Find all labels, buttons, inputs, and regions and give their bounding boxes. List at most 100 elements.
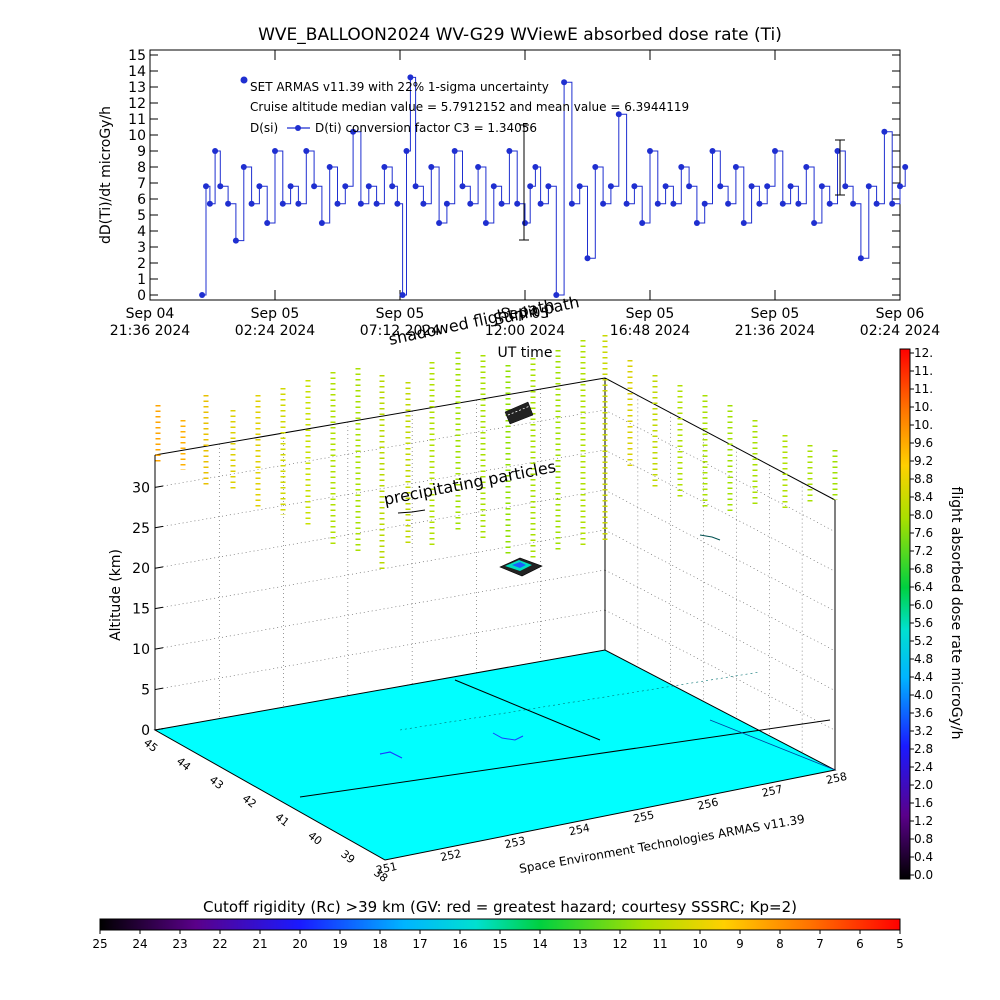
z-tick-label: 10 <box>132 642 150 658</box>
x-tick-label-date: Sep 05 <box>376 306 425 322</box>
x-tick-label-time: 21:36 2024 <box>110 323 191 339</box>
rigidity-colorbar-tick-label: 7 <box>816 937 824 951</box>
annotation-armas: SET ARMAS v11.39 with 22% 1-sigma uncert… <box>250 80 549 94</box>
data-point <box>272 148 278 154</box>
y-tick-label: 7 <box>137 176 146 192</box>
rigidity-colorbar-label: Cutoff rigidity (Rc) >39 km (GV: red = g… <box>203 898 797 916</box>
y-tick-label: 3 <box>137 240 146 256</box>
data-point <box>203 183 209 190</box>
y-tick-label: 2 <box>137 256 146 272</box>
z-tick-mark <box>154 606 164 610</box>
chart-title: WVE_BALLOON2024 WV-G29 WViewE absorbed d… <box>258 25 782 45</box>
dose-colorbar-tick-label: 3.2 <box>914 724 933 738</box>
data-point <box>561 79 568 86</box>
data-point <box>240 164 247 170</box>
dose-colorbar-tick-label: 9.6 <box>914 436 933 450</box>
data-point <box>881 128 888 135</box>
dose-colorbar-tick-label: 6.4 <box>914 580 933 594</box>
data-point <box>365 183 372 190</box>
z-tick-label: 5 <box>141 683 150 699</box>
data-point <box>428 164 435 170</box>
data-point <box>212 148 219 154</box>
y-tick-label: 8 <box>137 160 146 176</box>
data-point <box>857 255 864 262</box>
data-point <box>443 200 450 207</box>
data-point <box>865 183 872 190</box>
data-point <box>850 200 857 207</box>
data-point <box>482 220 489 226</box>
data-point <box>748 183 755 190</box>
z-tick-mark <box>154 485 164 488</box>
dose-colorbar-tick-label: 6.0 <box>914 598 933 612</box>
z-tick-mark <box>154 647 164 650</box>
dose-colorbar-tick-label: 10. <box>914 400 933 414</box>
right-marker <box>699 534 721 541</box>
data-point <box>725 200 732 207</box>
y-tick-label: 15 <box>128 48 146 64</box>
data-point <box>326 164 333 170</box>
annotation-dsi: D(si) <box>250 121 278 135</box>
z-axis-ticks: 0 5 10 15 20 25 30 <box>132 480 164 739</box>
data-point <box>897 183 903 190</box>
data-point <box>756 200 763 207</box>
data-point <box>693 220 700 226</box>
data-point <box>357 200 364 207</box>
rigidity-colorbar-tick-label: 25 <box>92 937 107 951</box>
dose-colorbar <box>899 348 911 880</box>
rigidity-colorbar-tick-label: 6 <box>856 937 864 951</box>
error-bar-right <box>835 139 845 196</box>
z-tick-mark <box>154 728 164 731</box>
data-point <box>279 200 286 207</box>
annotation-marker <box>240 76 248 84</box>
rigidity-colorbar-tick-label: 24 <box>132 937 147 951</box>
data-point <box>818 183 825 190</box>
x-tick-label-date: Sep 05 <box>251 306 300 322</box>
data-point <box>459 183 466 190</box>
longitude-tick-label: 256 <box>696 796 719 813</box>
rigidity-colorbar-tick-label: 8 <box>776 937 784 951</box>
data-point <box>295 200 302 207</box>
data-point <box>740 220 747 226</box>
longitude-tick-label: 258 <box>825 770 848 787</box>
y-tick-label: 6 <box>137 192 146 208</box>
longitude-tick-label: 253 <box>503 834 526 851</box>
grid-line-alt-right <box>604 569 836 691</box>
latitude-tick-label: 39 <box>338 848 357 867</box>
rigidity-colorbar-tick-label: 19 <box>332 937 347 951</box>
y-axis-label: dD(Ti)/dt microGy/h <box>98 106 114 244</box>
data-point <box>217 183 224 190</box>
floor-feature-2 <box>492 732 524 741</box>
x-tick-label-time: 21:36 2024 <box>735 323 816 339</box>
data-point <box>514 200 521 207</box>
data-point <box>436 220 443 226</box>
dose-colorbar-tick-label: 6.8 <box>914 562 933 576</box>
data-point <box>248 200 255 207</box>
grid-line-alt-left <box>154 529 606 609</box>
rigidity-colorbar-tick-label: 15 <box>492 937 507 951</box>
dose-colorbar-tick-label: 9.2 <box>914 454 933 468</box>
longitude-tick-label: 257 <box>761 783 784 800</box>
data-point <box>568 200 575 207</box>
x-tick-label-time: 16:48 2024 <box>610 323 691 339</box>
latitude-tick-label: 43 <box>207 773 226 792</box>
y-tick-label: 5 <box>137 208 146 224</box>
z-tick-label: 0 <box>141 723 150 739</box>
data-point <box>407 74 414 81</box>
floor-contour <box>399 671 761 731</box>
y-tick-label: 9 <box>137 144 146 160</box>
data-point <box>403 148 410 154</box>
data-point <box>842 183 849 190</box>
dose-colorbar-tick-label: 7.2 <box>914 544 933 558</box>
dose-colorbar-tick-label: 7.6 <box>914 526 933 540</box>
rigidity-colorbar-tick-label: 17 <box>412 937 427 951</box>
data-point <box>654 200 661 207</box>
data-point <box>318 220 325 226</box>
dose-colorbar-tick-label: 0.0 <box>914 868 933 882</box>
dose-colorbar-tick-label: 11. <box>914 382 933 396</box>
rigidity-colorbar-tick-label: 18 <box>372 937 387 951</box>
y-tick-label: 0 <box>137 288 146 304</box>
grid-line-alt-left <box>154 449 606 529</box>
data-point <box>545 183 552 190</box>
grid-line-alt-right <box>604 449 836 572</box>
data-point <box>662 183 669 190</box>
